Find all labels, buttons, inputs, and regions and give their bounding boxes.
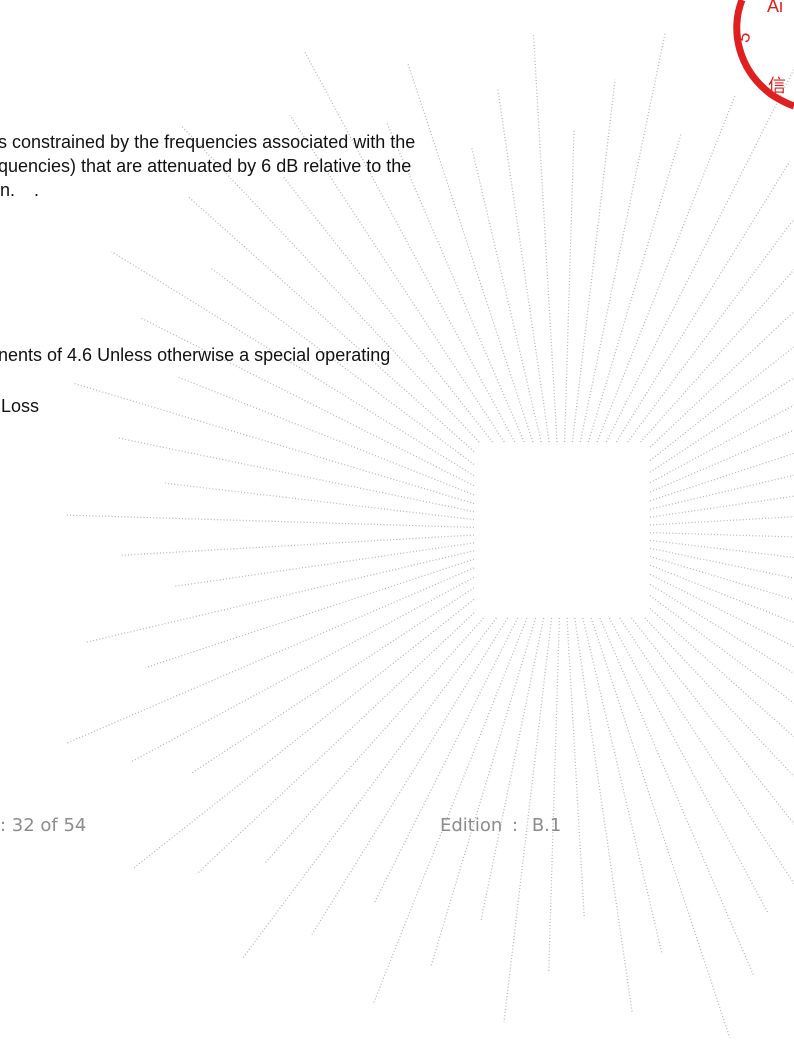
body-line-3: n. . (0, 180, 39, 201)
footer-edition-label: Edition (440, 815, 502, 836)
footer-edition-separator: : (512, 815, 518, 836)
body-line-3-dot: . (34, 180, 39, 200)
body-line-3-text: n. (0, 180, 15, 200)
body-line-2: quencies) that are attenuated by 6 dB re… (0, 156, 411, 177)
body-line-1: s constrained by the frequencies associa… (0, 132, 415, 153)
footer-page-number: : 32 of 54 (0, 815, 86, 836)
footer-edition: Edition : B.1 (440, 815, 561, 836)
stamp-fragment-a: Ai (767, 0, 783, 16)
body-line-5: Loss (1, 396, 39, 417)
body-line-4: nents of 4.6 Unless otherwise a special … (0, 345, 390, 366)
stamp-fragment-char: 信 (768, 76, 786, 96)
footer-edition-value: B.1 (532, 815, 562, 836)
